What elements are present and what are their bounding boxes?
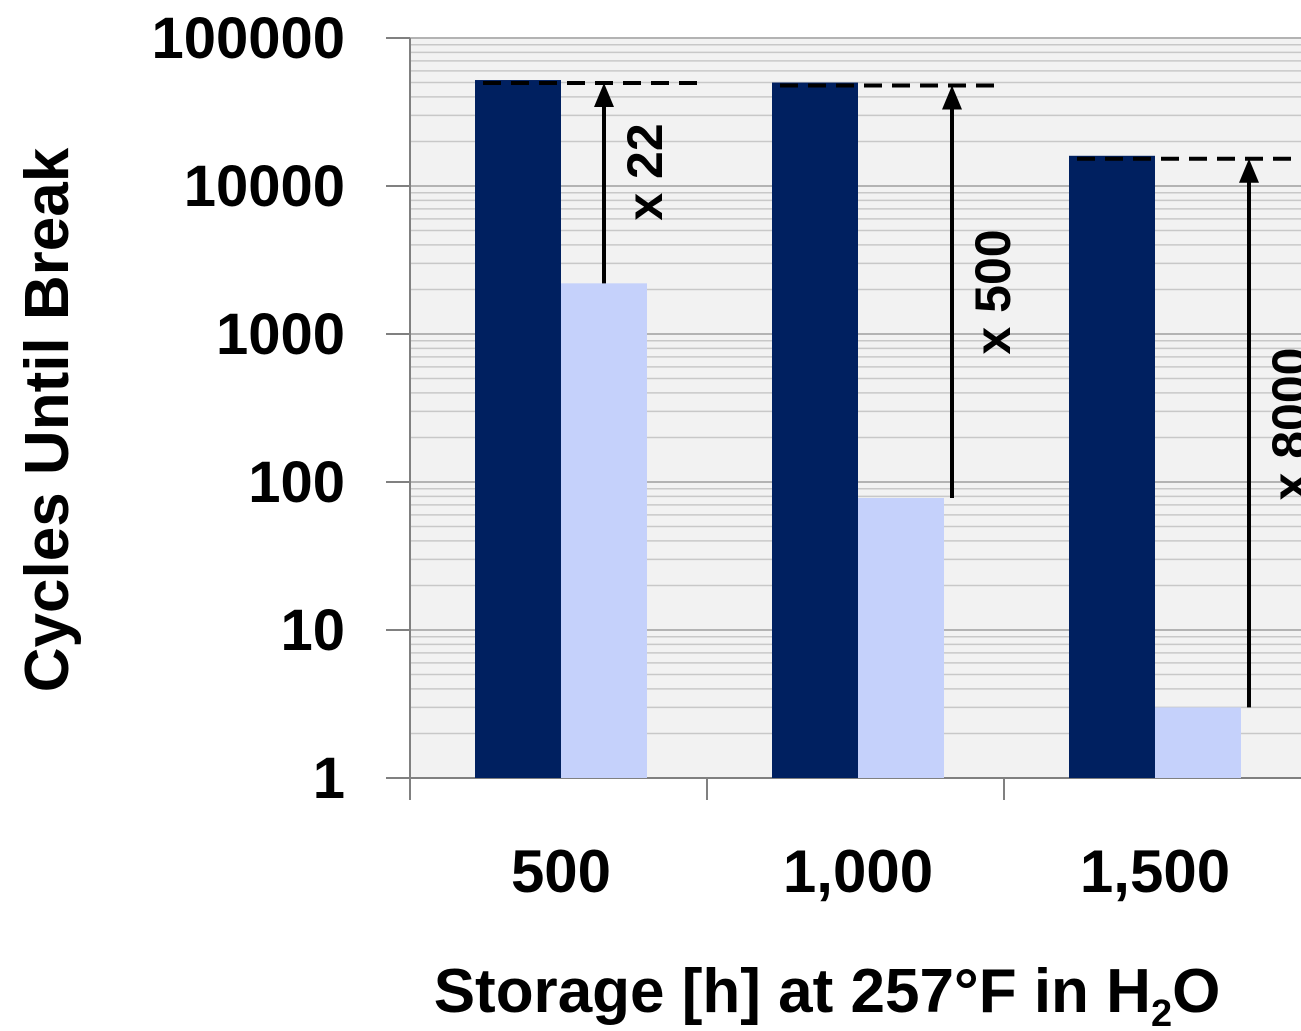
y-tick-label: 100000 [151, 6, 345, 71]
x-category-label: 1,500 [1080, 838, 1230, 905]
x-category-label: 500 [511, 838, 611, 905]
bar [1069, 155, 1155, 779]
x-axis-title-subscript: 2 [1151, 993, 1172, 1031]
arrow-annotation: x 8000 [1262, 348, 1301, 501]
y-tick-labels: 1 10 100 1000 10000 100000 [151, 6, 345, 811]
arrow-head [1239, 158, 1259, 183]
x-category-label: 1,000 [783, 838, 933, 905]
bar [561, 283, 647, 778]
y-axis-title: Cycles Until Break [13, 147, 82, 692]
bars [475, 80, 1241, 779]
bar [858, 497, 944, 778]
bar [772, 82, 858, 779]
y-tick-label: 100 [248, 450, 345, 515]
bar [475, 80, 561, 779]
arrow-head [594, 83, 614, 108]
x-axis-title-suffix: O [1172, 957, 1220, 1026]
arrow-annotation: x 500 [965, 229, 1021, 354]
reference-lines [483, 81, 1291, 161]
y-tick-label: 10000 [184, 154, 345, 219]
y-tick-label: 1000 [216, 302, 345, 367]
x-axis-title-main: Storage [h] at 257°F in H [434, 957, 1151, 1026]
bar [1155, 707, 1241, 778]
arrow-head [942, 85, 962, 110]
arrows: x 22 x 500 x 8000 [594, 83, 1301, 708]
y-tick-label: 10 [280, 598, 345, 663]
x-category-labels: 500 1,000 1,500 [511, 838, 1230, 905]
arrow-annotation: x 22 [617, 123, 673, 220]
x-axis-title: Storage [h] at 257°F in H2O [434, 957, 1221, 1031]
y-tick-label: 1 [313, 746, 345, 811]
